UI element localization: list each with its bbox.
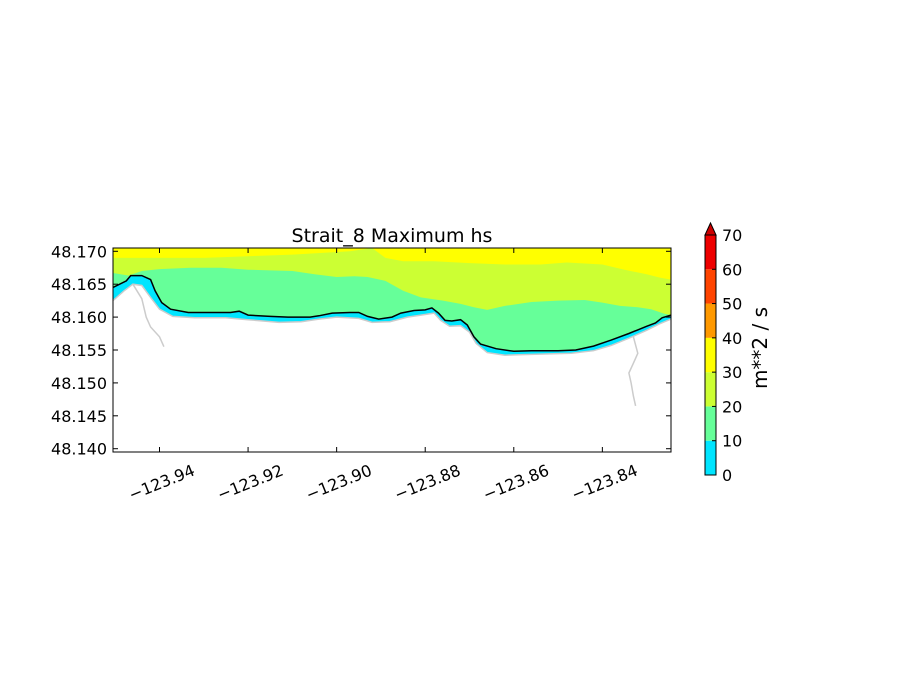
colorbar-segment bbox=[705, 235, 716, 270]
y-tick-label: 48.160 bbox=[51, 308, 107, 327]
colorbar-tick-label: 20 bbox=[722, 397, 742, 416]
shorelines bbox=[113, 274, 671, 407]
colorbar-segment bbox=[705, 337, 716, 373]
x-tick-label: −123.86 bbox=[480, 461, 551, 505]
colorbar-tick-label: 0 bbox=[722, 466, 732, 485]
colorbar-frame bbox=[704, 234, 717, 476]
y-tick-label: 48.170 bbox=[51, 242, 107, 261]
x-tick-label: −123.92 bbox=[215, 461, 286, 505]
colorbar-segment bbox=[705, 406, 716, 441]
colorbar-segment bbox=[705, 372, 716, 407]
x-tick-label: −123.94 bbox=[126, 461, 197, 505]
value-bands bbox=[113, 248, 671, 356]
plot-area bbox=[113, 248, 671, 452]
colorbar-tick-label: 50 bbox=[722, 295, 742, 314]
x-tick-label: −123.90 bbox=[303, 461, 374, 505]
colorbar-tick-label: 70 bbox=[722, 226, 742, 245]
colorbar-extend-arrow bbox=[704, 221, 717, 236]
colorbar-label: m**2 / s bbox=[748, 307, 772, 389]
colorbar-tick-label: 40 bbox=[722, 329, 742, 348]
band-0-10 bbox=[113, 275, 671, 356]
x-tick-label: −123.84 bbox=[569, 461, 640, 505]
colorbar-segment bbox=[705, 303, 716, 338]
x-tick-label: −123.88 bbox=[392, 461, 463, 505]
colorbar-tick-label: 60 bbox=[722, 260, 742, 279]
colorbar-tick-label: 10 bbox=[722, 432, 742, 451]
shoreline-light-line bbox=[113, 283, 671, 357]
colorbar: 0 10 20 30 40 50 60 70 bbox=[704, 221, 742, 485]
coastline-line bbox=[113, 274, 671, 353]
colorbar-segment bbox=[705, 269, 716, 304]
colorbar-tick-label: 30 bbox=[722, 363, 742, 382]
chart-title: Strait_8 Maximum hs bbox=[292, 225, 493, 247]
y-tick-label: 48.150 bbox=[51, 374, 107, 393]
creek-west-line bbox=[132, 283, 165, 348]
y-tick-label: 48.140 bbox=[51, 440, 107, 459]
band-10-20 bbox=[113, 267, 671, 352]
y-tick-label: 48.165 bbox=[51, 275, 107, 294]
colorbar-segment bbox=[705, 440, 716, 475]
y-tick-label: 48.145 bbox=[51, 407, 107, 426]
y-tick-label: 48.155 bbox=[51, 341, 107, 360]
y-axis-ticks: 48.170 48.165 48.160 48.155 48.150 48.145 48.1… bbox=[51, 242, 671, 459]
creek-east-line bbox=[628, 336, 639, 407]
